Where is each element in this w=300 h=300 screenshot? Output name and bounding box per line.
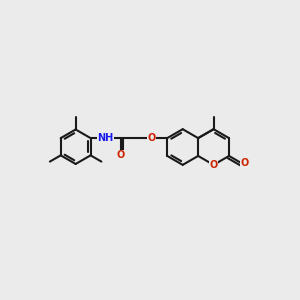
Text: O: O bbox=[241, 158, 249, 168]
Text: O: O bbox=[117, 150, 125, 160]
Text: O: O bbox=[209, 160, 218, 170]
Text: NH: NH bbox=[97, 133, 114, 142]
Text: O: O bbox=[148, 133, 156, 143]
